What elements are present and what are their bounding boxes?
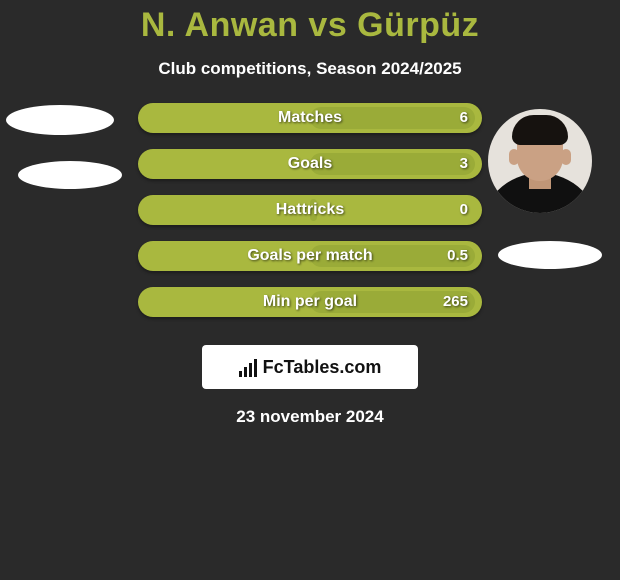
brand-logo[interactable]: FcTables.com — [202, 345, 418, 389]
stat-value-right: 0.5 — [447, 241, 468, 271]
left-player-avatar-placeholder — [6, 105, 114, 135]
stat-label: Min per goal — [138, 287, 482, 317]
comparison-card: N. Anwan vs Gürpüz Club competitions, Se… — [0, 0, 620, 427]
bar-chart-icon — [239, 357, 257, 377]
stat-value-right: 265 — [443, 287, 468, 317]
page-subtitle: Club competitions, Season 2024/2025 — [0, 59, 620, 79]
stat-value-right: 3 — [460, 149, 468, 179]
left-player-flag-placeholder — [18, 161, 122, 189]
stat-row: Goals per match 0.5 — [138, 241, 482, 271]
brand-suffix: Tables.com — [284, 357, 382, 377]
stat-value-right: 0 — [460, 195, 468, 225]
stats-area: Matches 6 Goals 3 Hattricks 0 Goals per … — [0, 103, 620, 333]
stat-row: Hattricks 0 — [138, 195, 482, 225]
right-player-flag-placeholder — [498, 241, 602, 269]
stat-label: Goals per match — [138, 241, 482, 271]
page-title: N. Anwan vs Gürpüz — [0, 6, 620, 45]
snapshot-date: 23 november 2024 — [0, 407, 620, 427]
brand-text: FcTables.com — [263, 357, 382, 378]
stat-bars: Matches 6 Goals 3 Hattricks 0 Goals per … — [138, 103, 482, 333]
brand-prefix: Fc — [263, 357, 284, 377]
stat-row: Min per goal 265 — [138, 287, 482, 317]
stat-value-right: 6 — [460, 103, 468, 133]
stat-label: Goals — [138, 149, 482, 179]
stat-label: Matches — [138, 103, 482, 133]
right-player-avatar — [488, 109, 592, 213]
stat-label: Hattricks — [138, 195, 482, 225]
stat-row: Goals 3 — [138, 149, 482, 179]
stat-row: Matches 6 — [138, 103, 482, 133]
